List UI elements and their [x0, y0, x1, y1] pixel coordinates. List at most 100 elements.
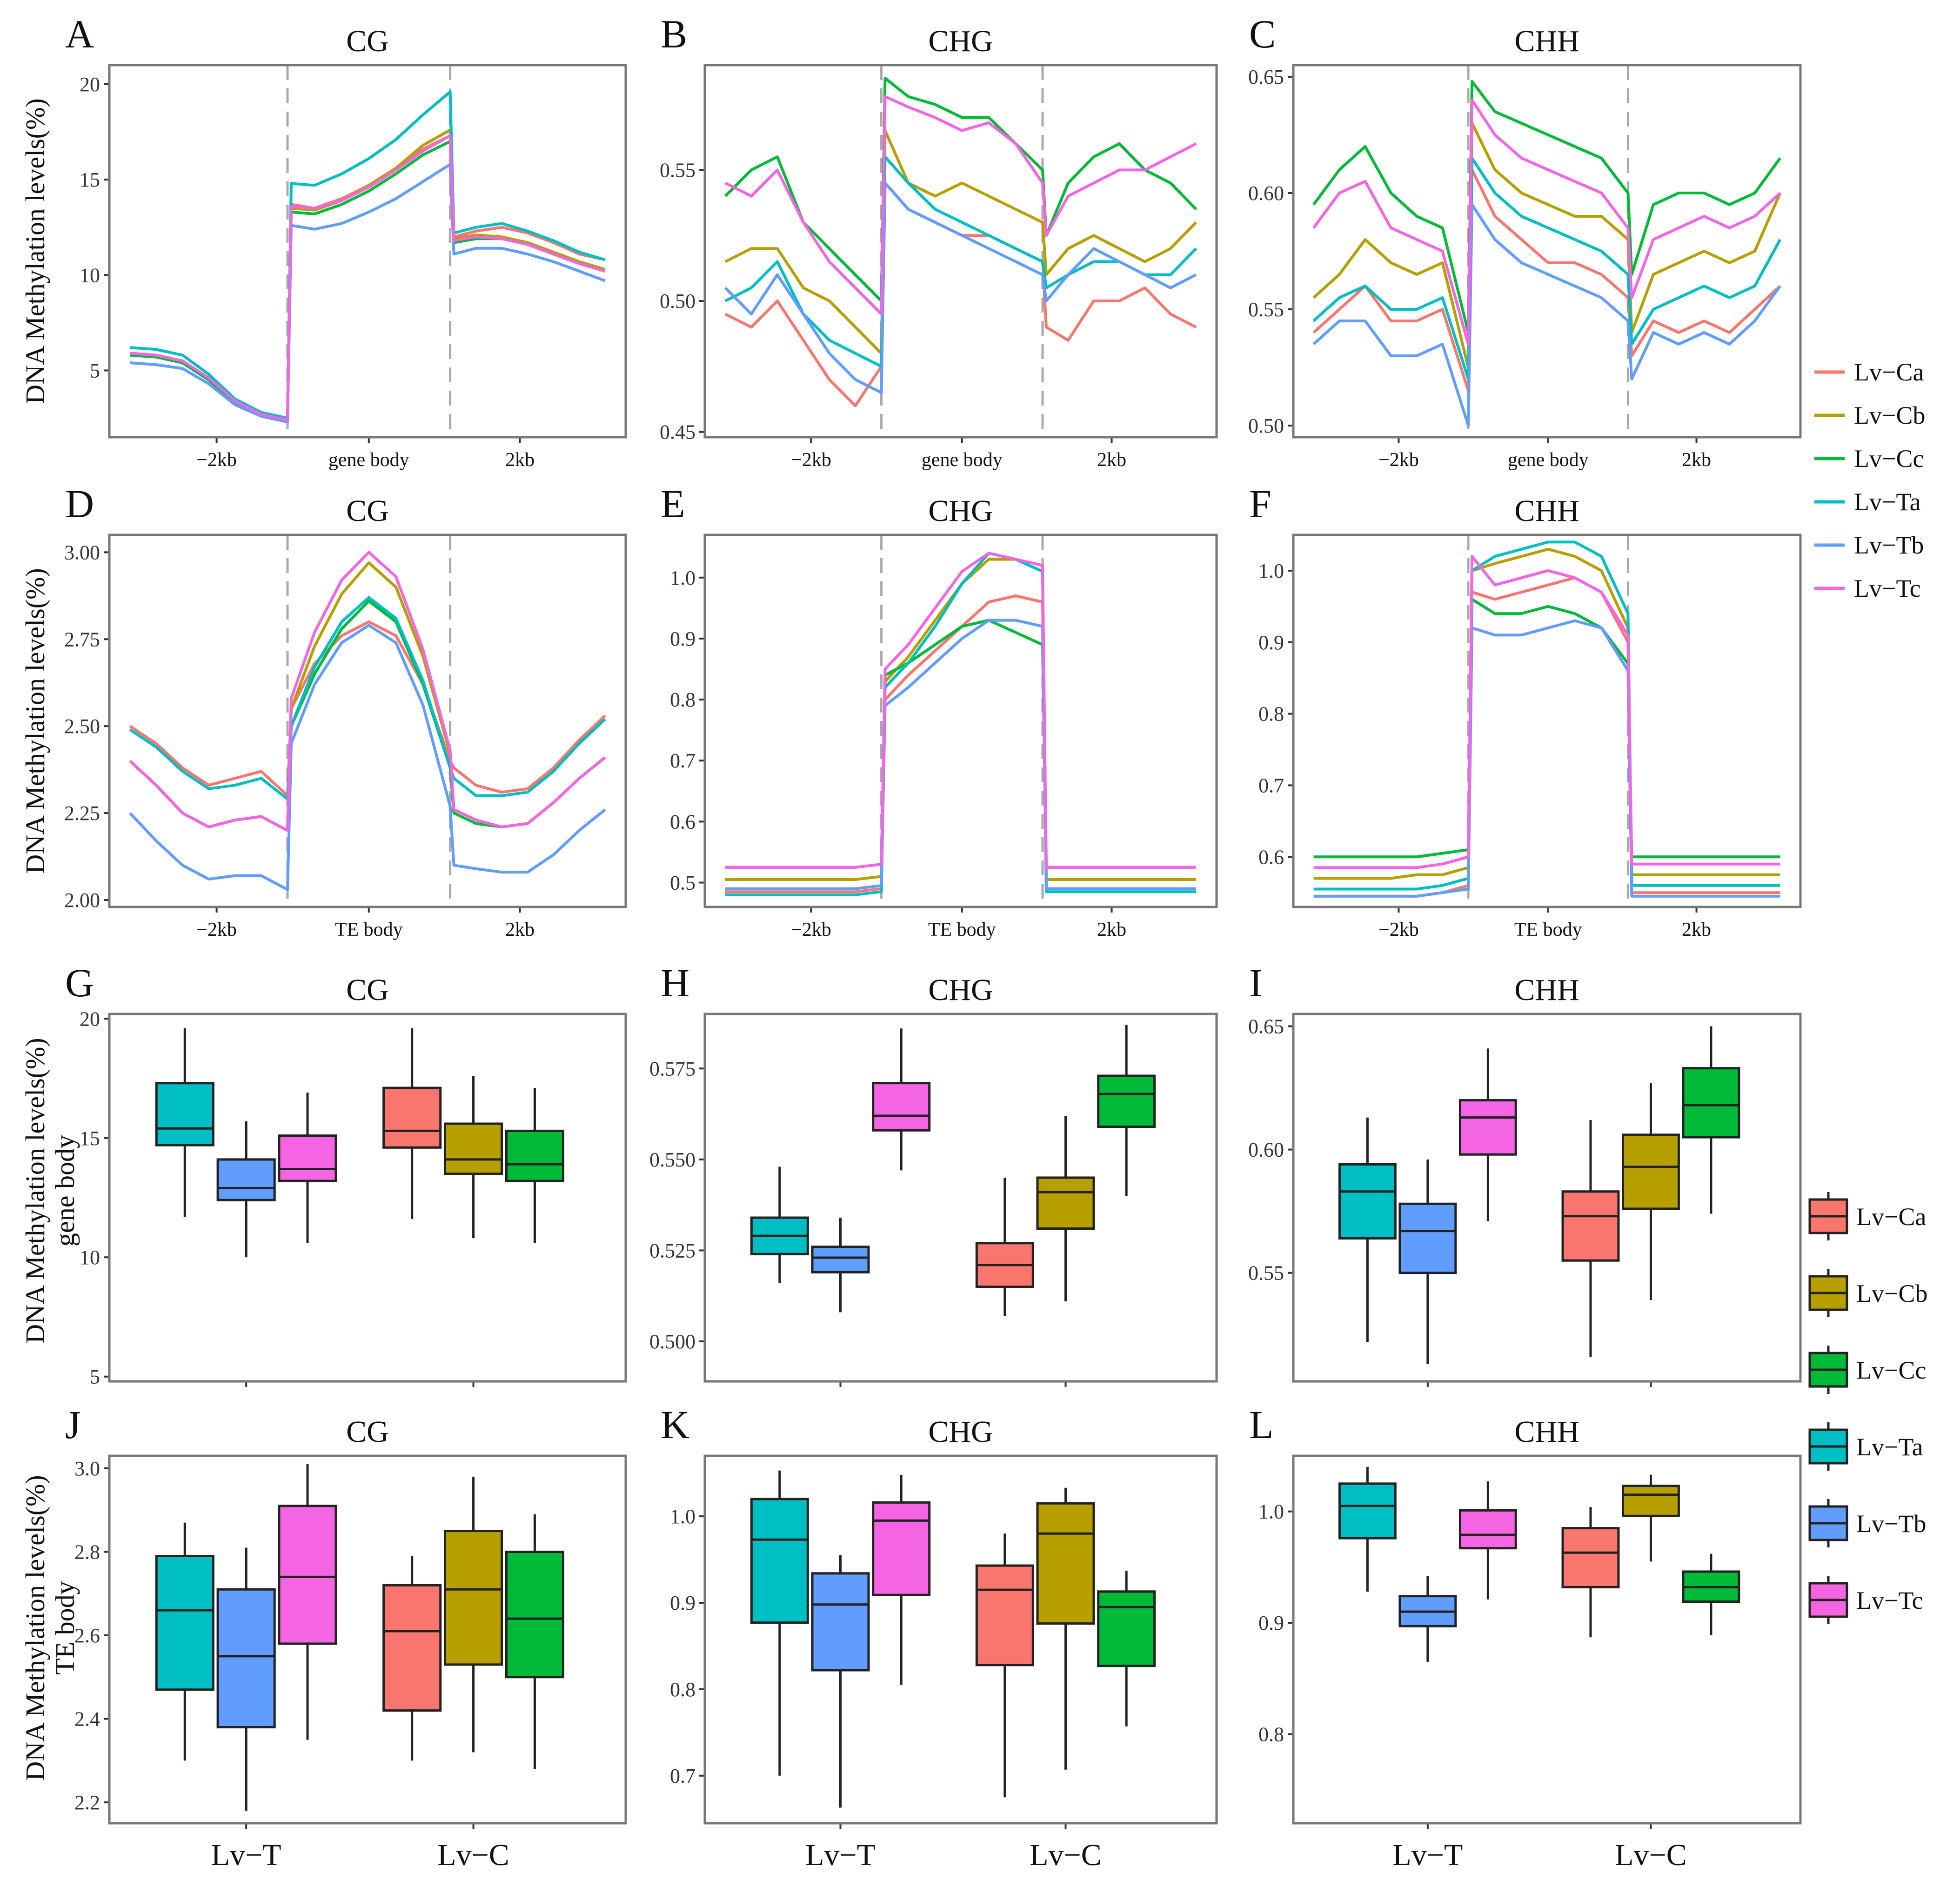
xtick-label: −2kb — [196, 449, 237, 471]
box-iqr — [1622, 1485, 1680, 1517]
series-line-Lv-Tc — [1313, 555, 1780, 869]
panel-letter-B: B — [661, 12, 687, 56]
series-line-Lv-Cc — [725, 619, 1196, 869]
legend-entry-Lv-Tb: Lv−Tb — [1814, 531, 1924, 559]
panel-title-D: CG — [346, 494, 389, 528]
ytick-label: 0.50 — [660, 290, 696, 313]
panel-frame — [108, 64, 627, 439]
box-iqr — [1561, 1527, 1620, 1588]
xtick-label: gene body — [328, 449, 409, 471]
ytick-label: 0.500 — [649, 1330, 696, 1353]
box-Lv-Tc — [872, 1474, 931, 1685]
ytick-label: 1.0 — [670, 567, 696, 589]
legend-box-entry-Lv-Tc: Lv−Tc — [1808, 1576, 1923, 1624]
y-label-D-line: DNA Methylation levels(%) — [20, 568, 50, 873]
ytick-label: 0.65 — [1248, 1015, 1284, 1038]
box-Lv-Tc — [1458, 1481, 1517, 1600]
panel-frame — [108, 533, 627, 908]
y-label-A-line: DNA Methylation levels(%) — [20, 98, 50, 404]
box-Lv-Tb — [1398, 1576, 1457, 1662]
panel-frame — [703, 533, 1218, 908]
series-line-Lv-Ca — [130, 134, 606, 422]
ytick-label: 0.550 — [649, 1148, 696, 1171]
box-iqr — [1622, 1133, 1680, 1210]
panel-C: C CHH 0.50 0.55 0.60 0.65 −2kb gene body 2kb — [1248, 12, 1802, 471]
category-label: Lv−T — [1392, 1838, 1463, 1872]
panel-frame — [108, 1454, 627, 1825]
xtick-label: 2kb — [1097, 919, 1126, 940]
box-Lv-Ta — [750, 1470, 809, 1776]
category-label: Lv−C — [1030, 1838, 1102, 1872]
ytick-label: 1.0 — [670, 1505, 696, 1528]
box-Lv-Cc — [1682, 1026, 1740, 1214]
xtick-label: gene body — [922, 449, 1003, 471]
ytick-label: 0.5 — [670, 872, 696, 894]
ytick-label: 0.525 — [649, 1239, 696, 1262]
ytick-label: 20 — [80, 1007, 100, 1030]
box-Lv-Ta — [750, 1166, 809, 1283]
box-iqr — [1682, 1067, 1740, 1139]
series-line-Lv-Ca — [724, 181, 1197, 407]
panel-title-L: CHH — [1514, 1415, 1579, 1449]
box-Lv-Tc — [872, 1028, 931, 1171]
box-legend: Lv−Ca Lv−Cb Lv−Cc Lv−Ta Lv−Tb Lv−Tc — [1808, 1192, 1927, 1624]
y-label-G-line: DNA Methylation levels(%) — [20, 1038, 50, 1343]
series-line-Lv-Tb — [724, 181, 1197, 394]
box-Lv-Cb — [1622, 1083, 1680, 1300]
ytick-label: 0.7 — [1258, 774, 1284, 797]
series-line-Lv-Cc — [129, 600, 606, 832]
ytick-label: 0.45 — [660, 421, 696, 444]
series-line-Lv-Tc — [129, 551, 606, 832]
xtick-label: −2kb — [1378, 919, 1419, 940]
series-line-Lv-Tb — [130, 163, 606, 424]
panel-letter-J: J — [65, 1402, 80, 1447]
panel-frame — [1292, 64, 1802, 439]
series-line-Lv-Cb — [724, 129, 1197, 355]
legend-label: Lv−Cc — [1854, 445, 1924, 473]
series-line-Lv-Cc — [724, 77, 1197, 302]
box-Lv-Ta — [1338, 1466, 1397, 1592]
legend-label: Lv−Cc — [1856, 1356, 1926, 1384]
box-iqr — [1338, 1482, 1397, 1540]
panel-title-H: CHG — [928, 973, 993, 1007]
y-label-G: DNA Methylation levels(%)gene body — [20, 1038, 80, 1343]
panel-title-F: CHH — [1514, 494, 1579, 528]
panel-title-C: CHH — [1514, 24, 1579, 58]
series-line-Lv-Tc — [1312, 99, 1781, 346]
box-iqr — [1097, 1590, 1156, 1667]
ytick-label: 3.00 — [64, 541, 100, 564]
legend-label: Lv−Ca — [1854, 358, 1924, 386]
series-line-Lv-Ta — [1313, 540, 1780, 891]
box-Lv-Cc — [1097, 1025, 1156, 1196]
panel-letter-G: G — [65, 960, 94, 1005]
box-iqr — [1398, 1202, 1457, 1274]
box-iqr — [382, 1584, 442, 1712]
box-iqr — [1458, 1099, 1517, 1156]
panel-frame — [1292, 1454, 1802, 1825]
box-Lv-Tc — [1458, 1048, 1517, 1221]
xtick-label: TE body — [1514, 919, 1582, 940]
panel-letter-K: K — [661, 1402, 689, 1447]
panel-F: F CHH 0.6 0.7 0.8 0.9 1.0 −2kb TE body 2kb — [1249, 481, 1802, 940]
series-line-Lv-Tc — [724, 95, 1197, 316]
series-line-Lv-Tc — [725, 552, 1196, 869]
series-line-Lv-Ca — [1313, 576, 1780, 898]
legend-label: Lv−Cb — [1856, 1280, 1927, 1307]
box-iqr — [975, 1564, 1034, 1666]
box-iqr — [1097, 1074, 1156, 1128]
box-Lv-Cb — [444, 1076, 503, 1239]
box-iqr — [444, 1122, 503, 1175]
box-iqr — [444, 1530, 503, 1666]
legend-entry-Lv-Cb: Lv−Cb — [1814, 401, 1925, 429]
panel-A: A CG 5 10 15 20 −2kb gene body 2kb — [65, 12, 627, 471]
box-Lv-Tb — [1398, 1159, 1457, 1364]
panel-frame — [1292, 1013, 1802, 1383]
legend-box-entry-Lv-Cc: Lv−Cc — [1808, 1346, 1926, 1394]
panel-J: J CG 2.2 2.4 2.6 2.8 3.0 Lv−T Lv−C — [65, 1402, 627, 1872]
ytick-label: 2.25 — [64, 802, 100, 825]
box-Lv-Cb — [1622, 1474, 1680, 1562]
series-line-Lv-Cc — [1313, 598, 1780, 859]
y-label-J-line: DNA Methylation levels(%) — [20, 1475, 50, 1780]
